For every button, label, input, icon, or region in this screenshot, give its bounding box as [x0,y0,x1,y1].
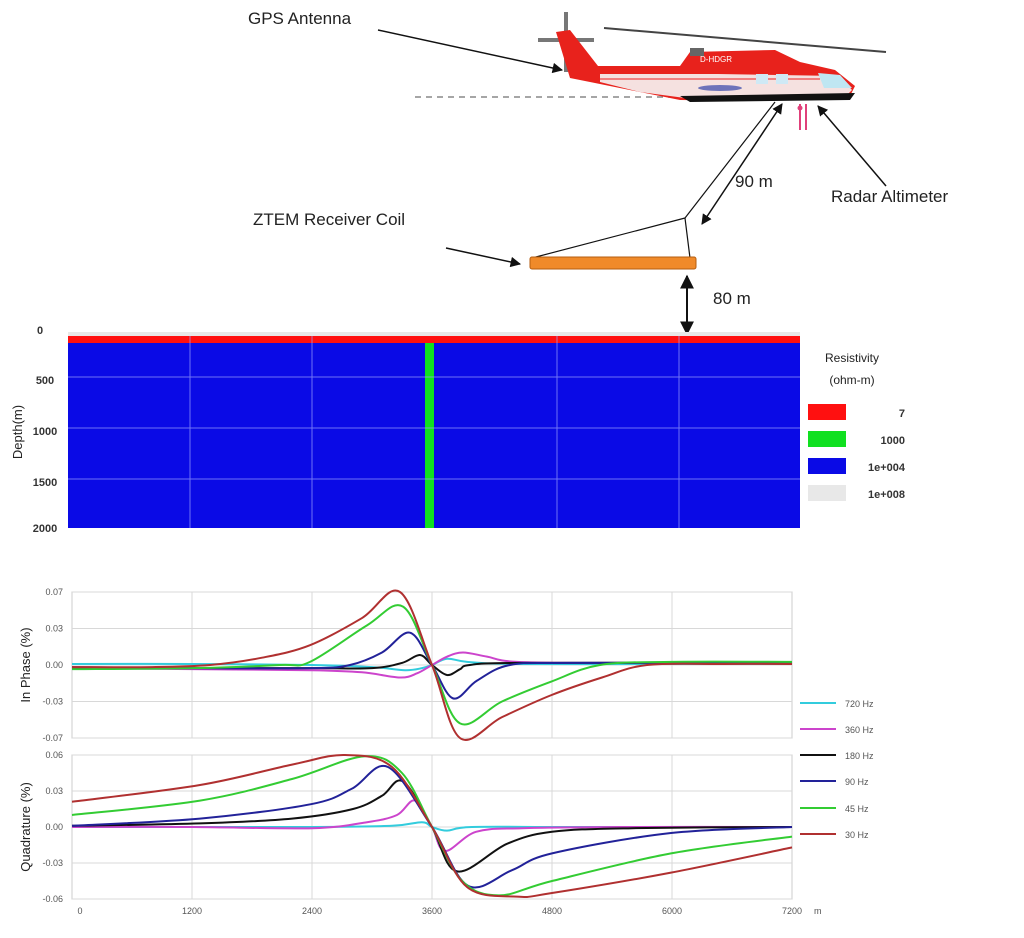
legend-swatch [808,404,846,420]
y-axis-label: Quadrature (%) [18,782,33,872]
legend-swatch [808,431,846,447]
radar-altimeter-label: Radar Altimeter [831,187,948,206]
y-tick-label: -0.03 [42,697,63,707]
resistivity-section: 0 500 1000 1500 2000 Depth(m) Resistivit… [10,325,906,535]
resistivity-legend-title: Resistivity [825,351,879,365]
coil-height-label: 80 m [713,289,751,308]
receiver-coil-label: ZTEM Receiver Coil [253,210,405,229]
legend-label: 90 Hz [845,777,869,787]
helicopter-icon: D-HDGR [538,12,887,102]
legend-label: 30 Hz [845,830,869,840]
series-line-90hz [71,631,793,700]
receiver-coil-icon [529,256,697,270]
legend-label: 7 [899,408,905,420]
gps-antenna-arrow [377,29,564,74]
survey-diagram: GPS Antenna D-HDGR Radar Altimeter [248,9,948,336]
legend-label: 180 Hz [845,751,874,761]
x-tick-label: 3600 [422,906,442,916]
helicopter-registration: D-HDGR [700,55,732,64]
y-tick-label: 0.07 [45,587,63,597]
y-tick-label: 0.03 [45,624,63,634]
depth-tick: 1000 [33,426,57,438]
in-phase-chart: 0.07 0.03 0.00 -0.03 -0.07 In Phase (%) [18,587,793,743]
section-conductive-layer [68,336,800,343]
y-tick-label: -0.07 [42,733,63,743]
depth-tick: 500 [36,375,54,387]
series-line-30hz [71,753,793,899]
tow-length-label: 90 m [735,172,773,191]
y-tick-label: 0.06 [45,750,63,760]
tow-length-arrow [701,103,783,225]
resistivity-legend-units: (ohm-m) [829,373,874,387]
gps-antenna-label: GPS Antenna [248,9,352,28]
y-tick-label: 0.00 [45,822,63,832]
frequency-legend: 720 Hz 360 Hz 180 Hz 90 Hz 45 Hz 30 Hz [800,699,874,840]
depth-tick: 1500 [33,477,57,489]
x-tick-label: 0 [77,906,82,916]
section-target-dyke [425,343,434,528]
legend-label: 360 Hz [845,725,874,735]
legend-swatch [808,458,846,474]
resistivity-legend: 7 1000 1e+004 1e+008 [808,404,906,501]
depth-tick: 0 [37,325,43,337]
y-tick-label: -0.03 [42,858,63,868]
legend-label: 45 Hz [845,804,869,814]
quadrature-chart: 0.06 0.03 0.00 -0.03 -0.06 Quadrature (%) 0 120… [18,750,822,916]
x-tick-label: 7200 [782,906,802,916]
radar-altimeter-arrow [817,105,887,187]
x-tick-label: 1200 [182,906,202,916]
depth-tick: 2000 [33,523,57,535]
receiver-coil-arrow [445,247,522,268]
x-tick-label: 2400 [302,906,322,916]
x-tick-label: 4800 [542,906,562,916]
legend-label: 1000 [881,435,905,447]
y-tick-label: 0.03 [45,786,63,796]
y-tick-label: 0.00 [45,660,63,670]
radar-altimeter-icon [797,104,807,130]
section-grid [68,336,800,528]
x-unit-label: m [814,906,822,916]
legend-label: 1e+004 [868,462,906,474]
series-line-30hz [71,589,793,741]
legend-label: 720 Hz [845,699,874,709]
x-tick-label: 6000 [662,906,682,916]
legend-swatch [808,485,846,501]
depth-axis-label: Depth(m) [10,405,25,459]
y-axis-label: In Phase (%) [18,627,33,702]
legend-label: 1e+008 [868,489,905,501]
y-tick-label: -0.06 [42,894,63,904]
